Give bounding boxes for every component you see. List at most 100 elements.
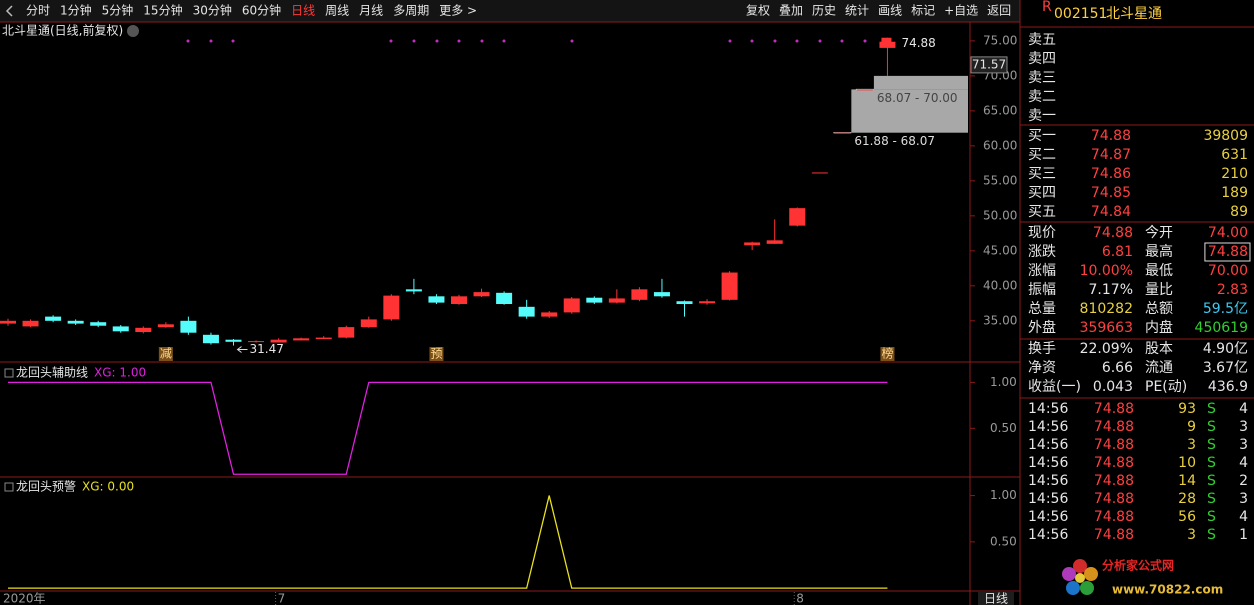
candle-body: [360, 319, 377, 328]
y-tick-label: 50.00: [983, 208, 1017, 222]
bid-volume: 210: [1221, 166, 1248, 182]
highlight-box: [1204, 242, 1251, 262]
period-tab[interactable]: 多周期: [393, 4, 429, 18]
back-arrow[interactable]: [5, 5, 13, 17]
low-arrowhead: [236, 346, 242, 353]
stat-label: 最低: [1145, 263, 1173, 279]
stat-value: 0.043: [1093, 379, 1133, 395]
candle-body: [541, 312, 558, 317]
bid-volume: 89: [1230, 204, 1248, 220]
bid-label: 买二: [1028, 147, 1056, 163]
trade-volume: 28: [1178, 491, 1196, 507]
period-button-bg[interactable]: [978, 592, 1014, 605]
stat-label: 涨幅: [1028, 263, 1056, 279]
stat-label: 现价: [1028, 225, 1056, 241]
tool-button[interactable]: 复权: [746, 4, 770, 18]
signal-marker: 榜: [881, 346, 893, 361]
candle-body: [157, 324, 174, 328]
ask-label: 卖二: [1028, 89, 1056, 105]
stat-value: 450619: [1195, 320, 1248, 336]
tool-button[interactable]: 返回: [987, 4, 1011, 18]
tool-button[interactable]: 叠加: [779, 4, 803, 18]
tool-button[interactable]: +自选: [944, 4, 978, 18]
tool-button[interactable]: 统计: [845, 4, 869, 18]
y-tick-label: 75.00: [983, 33, 1017, 47]
trade-time: 14:56: [1028, 455, 1068, 471]
stat-label: 总额: [1145, 301, 1173, 317]
toolbar: [0, 0, 1020, 22]
period-tab[interactable]: 周线: [325, 4, 349, 18]
trade-count: 1: [1239, 527, 1248, 543]
candle-body: [789, 208, 806, 226]
stat-value: 6.66: [1102, 360, 1133, 376]
low-label: 31.47: [250, 342, 284, 356]
tool-button[interactable]: 历史: [812, 4, 836, 18]
period-tab[interactable]: 5分钟: [102, 3, 134, 18]
trade-side: S: [1207, 437, 1216, 453]
period-tab[interactable]: 15分钟: [143, 3, 182, 18]
stat-value: 436.9: [1208, 379, 1248, 395]
candle-body: [676, 301, 693, 305]
stat-label: 量比: [1145, 282, 1173, 298]
stat-label: 内盘: [1145, 319, 1173, 336]
period-button[interactable]: 日线: [984, 592, 1008, 605]
candle-body: [225, 339, 242, 342]
trade-time: 14:56: [1028, 473, 1068, 489]
stat-label: 流通: [1145, 360, 1173, 376]
trade-time: 14:56: [1028, 527, 1068, 543]
candle-body: [473, 292, 490, 297]
stock-code: 002151: [1054, 6, 1107, 22]
y-tick-label: 45.00: [983, 243, 1017, 257]
stat-value: 74.00: [1208, 225, 1248, 241]
stat-label: 外盘: [1028, 319, 1056, 336]
period-tab[interactable]: 月线: [359, 4, 383, 18]
trade-side: S: [1207, 527, 1216, 543]
bid-label: 买五: [1028, 204, 1056, 220]
period-tab[interactable]: 30分钟: [193, 3, 232, 18]
bid-price: 74.84: [1091, 204, 1131, 220]
trade-side: S: [1207, 473, 1216, 489]
title-menu[interactable]: [127, 25, 139, 37]
candle-body: [496, 292, 513, 305]
trade-volume: 56: [1178, 509, 1196, 525]
trade-volume: 3: [1187, 527, 1196, 543]
watermark-title: 分析家公式网: [1102, 558, 1174, 573]
candle-body: [338, 327, 355, 338]
x-label: 2020年: [3, 592, 46, 605]
period-tab[interactable]: 1分钟: [60, 3, 92, 18]
tool-button[interactable]: 标记: [911, 4, 935, 18]
stat-value: 4.90亿: [1203, 341, 1248, 357]
indicator-title: 龙回头辅助线: [16, 366, 88, 380]
cursor-price-box: [970, 56, 1008, 74]
candle-body: [766, 240, 783, 244]
bid-label: 买三: [1028, 166, 1056, 182]
stock-name: 北斗星通: [1106, 6, 1162, 22]
y-tick-label: 55.00: [983, 173, 1017, 187]
candle-body: [112, 326, 129, 332]
candle-body: [180, 320, 197, 333]
candle-body: [631, 289, 648, 300]
bid-volume: 631: [1221, 147, 1248, 163]
candle-body: [586, 297, 603, 303]
period-tab[interactable]: 分时: [26, 4, 50, 18]
trade-price: 74.88: [1094, 419, 1134, 435]
trade-count: 2: [1239, 473, 1248, 489]
gap-label: 61.88 - 68.07: [854, 134, 935, 148]
period-tab[interactable]: 更多 >: [439, 4, 477, 18]
candle-body: [518, 306, 535, 317]
stat-value: 7.17%: [1089, 282, 1133, 298]
period-tab[interactable]: 日线: [291, 4, 315, 18]
stat-value: 810282: [1080, 301, 1133, 317]
tool-button[interactable]: 画线: [878, 4, 902, 18]
ask-label: 卖五: [1028, 32, 1056, 48]
stat-value: 359663: [1080, 320, 1133, 336]
candle-body: [451, 296, 467, 305]
period-tab[interactable]: 60分钟: [242, 3, 281, 18]
y-tick-label: 65.00: [983, 103, 1017, 117]
signal-marker: 减: [160, 347, 172, 361]
high-label: 74.88: [901, 36, 935, 50]
gap-box: [851, 89, 968, 133]
y-tick-label: 35.00: [983, 313, 1017, 327]
